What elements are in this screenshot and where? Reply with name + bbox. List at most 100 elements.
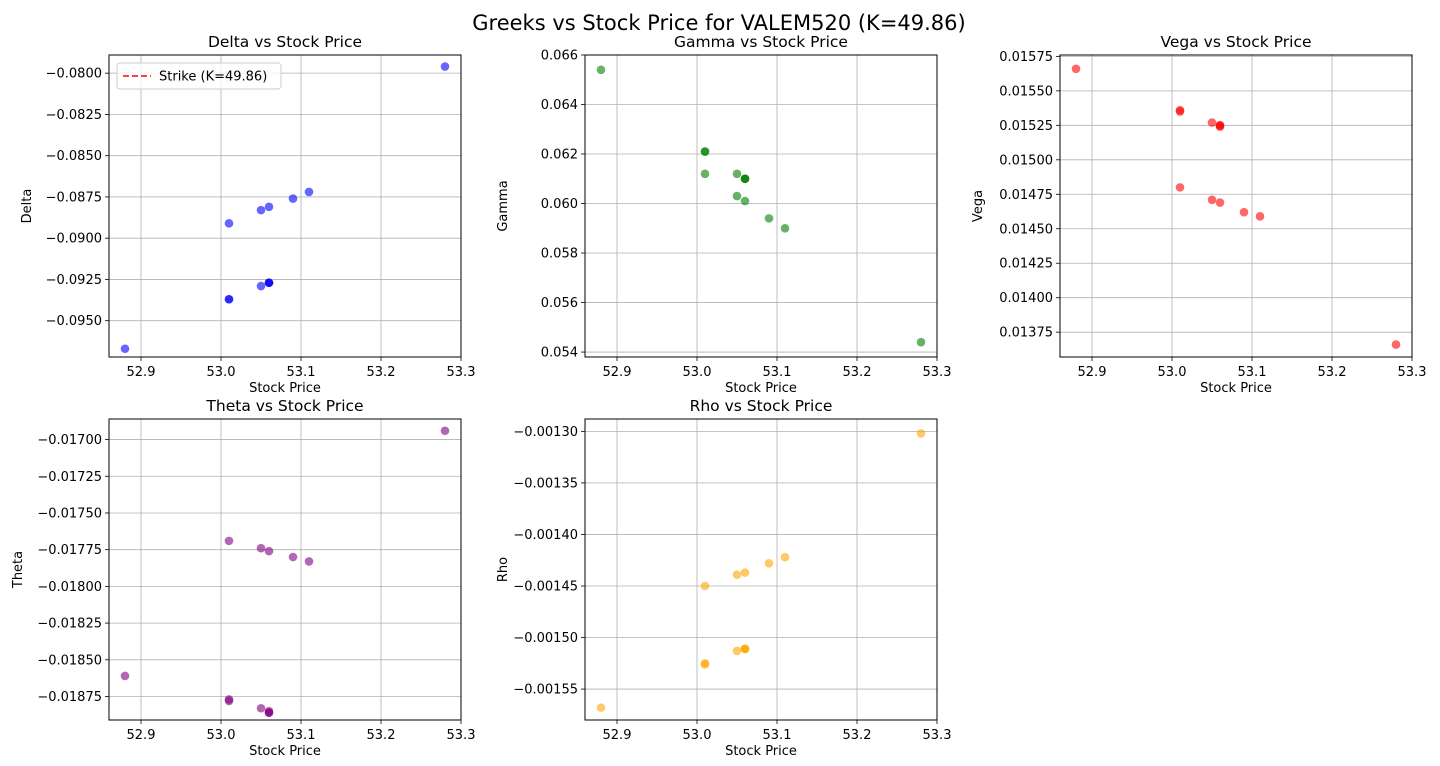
delta-y-axis-label: Delta [20,189,35,224]
rho-point [732,646,742,656]
theta-chart-title: Theta vs Stock Price [205,397,363,415]
theta-ytick-label: −0.01875 [37,690,102,705]
gamma-xtick-label: 53.2 [843,365,872,380]
theta-point [264,708,274,717]
theta-ytick-label: −0.01850 [37,653,102,668]
gamma-point [764,214,774,223]
theta-point [440,426,450,436]
gamma-xtick-label: 53.1 [763,365,792,380]
gamma-xtick-label: 53.0 [683,365,712,380]
theta-point [224,536,234,546]
rho-point [700,581,710,591]
gamma-panel: 52.9 53.0 53.1 53.2 53.3 0.066 0.064 0.062 0.060… [496,33,951,396]
gamma-y-axis-label: Gamma [496,180,511,231]
theta-y-axis-label: Theta [11,551,26,589]
vega-xtick-label: 53.3 [1398,365,1427,380]
rho-ytick-label: −0.00130 [513,425,578,440]
delta-point [264,278,274,288]
legend-label: Strike (K=49.86) [159,70,267,85]
gamma-point [916,337,926,347]
theta-xtick-label: 52.9 [127,728,156,743]
theta-point [288,552,298,562]
vega-ytick-label: 0.01425 [999,257,1053,272]
vega-axes-frame [1059,54,1413,358]
delta-ytick-label: −0.0850 [46,149,102,164]
rho-ytick-label: −0.00135 [513,476,578,491]
theta-xtick-label: 53.1 [287,728,316,743]
theta-ytick-label: −0.01700 [37,433,102,448]
gamma-ytick-label: 0.054 [541,346,578,361]
theta-ytick-label: −0.01750 [37,506,102,521]
delta-point [440,62,450,71]
theta-xtick-label: 53.3 [447,728,476,743]
delta-ytick-label: −0.0800 [46,67,102,82]
theta-point [120,671,130,681]
rho-ytick-label: −0.00140 [513,528,578,543]
rho-ytick-label: −0.00145 [513,579,578,594]
vega-ytick-label: 0.01475 [999,188,1053,203]
rho-xtick-label: 53.0 [683,728,712,743]
delta-axes-frame [108,54,462,358]
vega-xtick-label: 53.1 [1238,365,1267,380]
legend-box [116,62,282,90]
delta-x-axis-label: Stock Price [249,381,321,396]
rho-chart-title: Rho vs Stock Price [690,397,833,415]
delta-xtick-label: 53.1 [287,365,316,380]
vega-y-axis-label: Vega [971,190,986,222]
vega-point [1215,198,1225,207]
gamma-point [700,147,710,156]
rho-xtick-label: 52.9 [603,728,632,743]
vega-xtick-label: 53.0 [1158,365,1187,380]
delta-legend: Strike (K=49.86) [116,62,282,90]
theta-point [264,546,274,556]
gamma-axes-frame [584,54,938,358]
rho-point [780,552,790,562]
gamma-ytick-label: 0.066 [541,49,578,64]
vega-ytick-label: 0.01450 [999,222,1053,237]
delta-xtick-label: 52.9 [127,365,156,380]
rho-point [732,570,742,579]
vega-point [1207,118,1217,127]
vega-ytick-label: 0.01500 [999,153,1053,168]
delta-point [304,187,314,197]
rho-xtick-label: 53.2 [843,728,872,743]
delta-ytick-label: −0.0825 [46,108,102,123]
delta-ytick-label: −0.0925 [46,273,102,288]
theta-xtick-label: 53.2 [367,728,396,743]
delta-xtick-label: 53.3 [447,365,476,380]
gamma-ytick-label: 0.058 [541,247,578,262]
theta-xtick-label: 53.0 [207,728,236,743]
gamma-x-axis-label: Stock Price [725,381,797,396]
vega-point [1239,207,1249,217]
vega-xtick-label: 52.9 [1078,365,1107,380]
vega-point [1071,64,1081,74]
delta-xtick-label: 53.2 [367,365,396,380]
theta-panel: 52.9 53.0 53.1 53.2 53.3 −0.01700 −0.01725 −0.0… [11,397,475,759]
rho-point [764,559,774,568]
delta-point [256,281,266,291]
vega-ytick-label: 0.01400 [999,291,1053,306]
vega-ytick-label: 0.01575 [999,50,1053,65]
rho-point [700,660,710,669]
gamma-point [732,169,742,179]
vega-point [1215,122,1225,132]
theta-ytick-label: −0.01800 [37,580,102,595]
rho-x-axis-label: Stock Price [725,744,797,759]
rho-xtick-label: 53.1 [763,728,792,743]
gamma-point [740,196,750,206]
rho-point [740,568,750,577]
figure-title: Greeks vs Stock Price for VALEM520 (K=49… [472,11,965,35]
vega-point [1175,183,1185,192]
gamma-point [740,174,750,184]
theta-ytick-label: −0.01775 [37,543,102,558]
gamma-ytick-label: 0.062 [541,148,578,163]
gamma-xtick-label: 53.3 [923,365,952,380]
delta-point [224,294,234,304]
vega-point [1175,107,1185,116]
theta-point [304,557,314,566]
gamma-xtick-label: 52.9 [603,365,632,380]
gamma-chart-title: Gamma vs Stock Price [674,33,848,51]
delta-point [256,205,266,215]
delta-ytick-label: −0.0900 [46,232,102,247]
theta-point [256,703,266,713]
